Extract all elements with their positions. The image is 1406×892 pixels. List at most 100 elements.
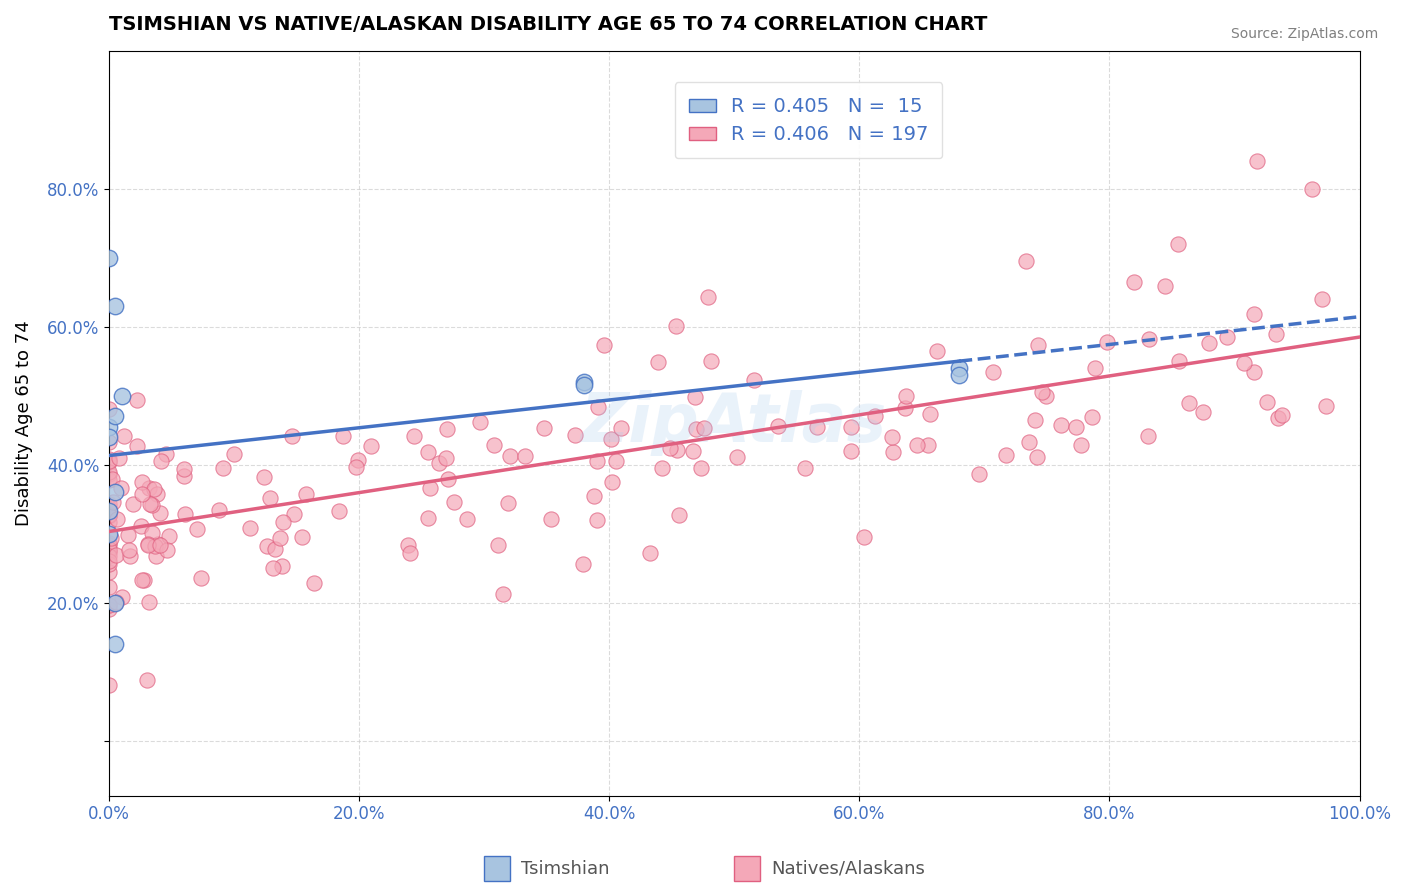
Point [1035,388,1057,402]
Point [665,319,688,334]
Point [1243,365,1265,379]
Point [98,455,121,469]
Point [592,338,614,352]
Point [174,507,197,521]
Point [98,465,121,479]
Point [131,487,153,501]
Point [1233,356,1256,370]
Point [806,420,828,434]
Point [139,497,162,511]
Point [98,473,121,487]
Point [264,541,287,556]
Point [700,354,723,368]
Point [948,361,970,376]
Point [131,475,153,489]
Point [1064,419,1087,434]
Point [920,407,942,421]
Point [443,495,465,509]
Point [917,438,939,452]
Point [111,591,134,605]
Point [470,415,492,429]
Point [1271,408,1294,422]
Point [155,447,177,461]
Point [1122,275,1144,289]
Point [104,637,127,651]
Point [880,429,903,443]
Point [1015,254,1038,268]
Point [402,429,425,443]
Point [98,538,121,552]
Point [98,401,121,416]
Point [853,530,876,544]
Point [540,512,562,526]
Point [863,409,886,423]
Point [482,438,505,452]
Point [100,531,122,545]
Point [212,461,235,475]
Point [658,442,681,456]
Point [150,454,173,468]
Point [995,448,1018,462]
Point [141,498,163,512]
Point [1031,384,1053,399]
Point [328,503,350,517]
Point [98,549,121,563]
Point [110,481,132,495]
Point [690,460,713,475]
Point [190,572,212,586]
Point [332,429,354,443]
Point [905,438,928,452]
Point [104,595,127,609]
Point [638,546,661,560]
Point [436,422,458,436]
Point [186,522,208,536]
Point [98,452,121,467]
Point [693,420,716,434]
Point [98,543,121,558]
Point [283,508,305,522]
Point [586,513,609,527]
Point [925,344,948,359]
Point [117,528,139,542]
Point [360,438,382,452]
Point [98,419,121,434]
Point [138,481,160,495]
Point [131,573,153,587]
Point [499,450,522,464]
Point [149,506,172,520]
Point [122,497,145,511]
Point [253,470,276,484]
Point [571,557,593,571]
Point [742,373,765,387]
Point [280,429,302,443]
Point [129,519,152,533]
Point [586,400,609,414]
Point [513,449,536,463]
Point [766,419,789,434]
Point [98,454,121,468]
Point [98,467,121,481]
Point [98,435,121,450]
Point [127,392,149,407]
Point [138,595,160,609]
Point [399,546,422,560]
Point [98,430,121,444]
Point [157,528,180,542]
Point [143,539,166,553]
Point [155,543,177,558]
Point [1167,236,1189,251]
Point [1137,333,1160,347]
Point [98,497,121,511]
Point [98,526,121,541]
Point [271,515,294,529]
Point [418,445,440,459]
Point [486,538,509,552]
Point [564,427,586,442]
Point [269,531,291,545]
Point [98,504,121,518]
Point [434,451,457,466]
Point [291,530,314,544]
Point [1028,338,1050,352]
Point [1301,182,1323,196]
Point [110,389,132,403]
